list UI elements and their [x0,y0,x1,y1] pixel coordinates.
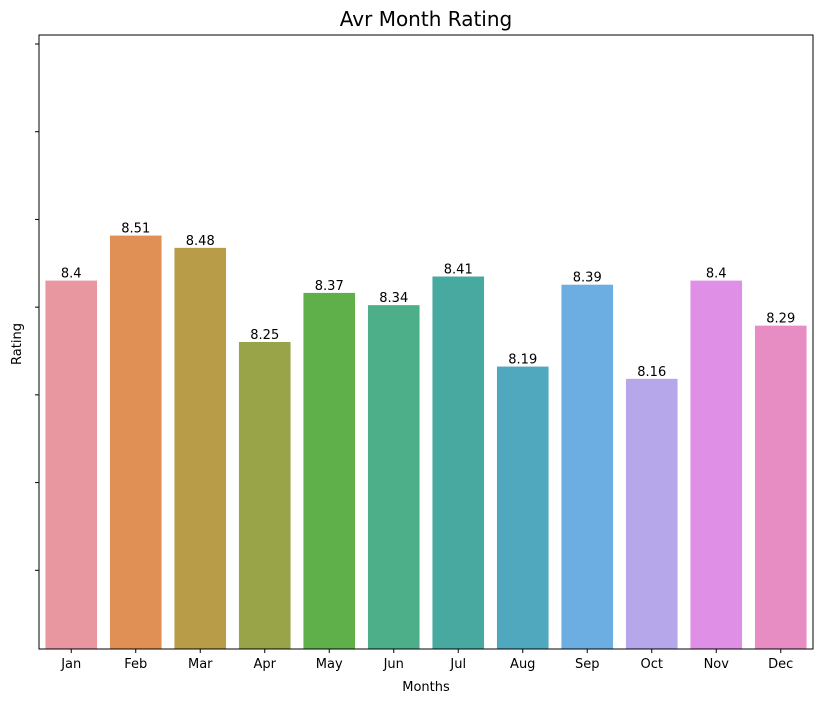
x-tick-label-oct: Oct [641,657,663,672]
x-tick-label-jun: Jun [383,657,404,672]
x-tick-label-sep: Sep [575,657,600,672]
x-ticks-group: Jan Feb Mar Apr May Jun Jul Aug Sep Oct Nov Dec [60,649,793,672]
x-tick-label-jan: Jan [60,657,81,672]
data-label-mar: 8.48 [186,234,215,249]
bar-aug [496,366,549,649]
x-tick-label-may: May [316,657,343,672]
x-axis-label: Months [402,680,450,695]
bar-may [303,292,356,649]
data-label-aug: 8.19 [508,353,537,368]
data-label-dec: 8.29 [766,312,795,327]
bars-group: 8.4 8.51 8.48 8.25 8.37 8.34 8.41 8.19 8.39 8.16 8… [45,222,807,649]
data-label-apr: 8.25 [250,328,279,343]
x-tick-label-jul: Jul [449,657,466,672]
data-label-jul: 8.41 [444,263,473,278]
data-label-nov: 8.4 [706,267,727,282]
bar-jul [432,276,485,649]
bar-dec [754,325,807,649]
y-axis-label: Rating [10,323,25,365]
bar-oct [625,378,678,649]
bar-jun [367,305,420,649]
x-tick-label-aug: Aug [510,657,535,672]
data-label-oct: 8.16 [637,365,666,380]
data-label-jun: 8.34 [379,291,408,306]
bar-sep [561,284,614,649]
data-label-feb: 8.51 [121,222,150,237]
bar-jan [45,280,98,649]
x-tick-label-apr: Apr [254,657,277,672]
x-tick-label-nov: Nov [704,657,730,672]
bar-feb [109,235,162,649]
x-tick-label-mar: Mar [188,657,213,672]
bar-nov [690,280,743,649]
y-ticks-group [35,43,39,571]
bar-mar [174,247,227,649]
data-label-jan: 8.4 [61,267,82,282]
data-label-may: 8.37 [315,279,344,294]
chart-title: Avr Month Rating [340,7,512,31]
x-tick-label-feb: Feb [124,657,147,672]
x-tick-label-dec: Dec [768,657,793,672]
bar-apr [238,342,291,649]
data-label-sep: 8.39 [573,271,602,286]
plot-frame [38,34,814,650]
